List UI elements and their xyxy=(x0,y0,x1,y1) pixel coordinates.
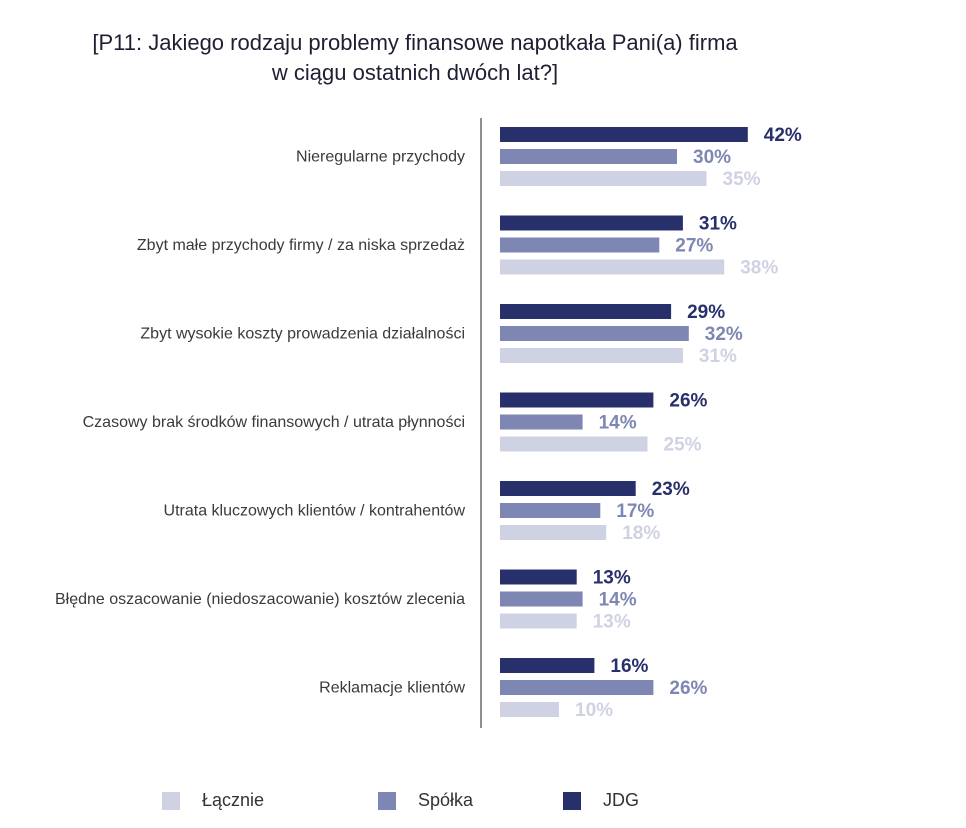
bar-łącznie xyxy=(500,171,707,186)
bar-jdg xyxy=(500,392,654,408)
legend-swatch xyxy=(378,791,396,810)
data-label: 10% xyxy=(575,700,613,721)
data-label: 26% xyxy=(669,391,707,412)
legend-label: Spółka xyxy=(418,790,474,810)
legend-swatch xyxy=(563,791,581,810)
data-label: 23% xyxy=(652,479,690,500)
bar-spółka xyxy=(500,414,583,430)
data-label: 31% xyxy=(699,346,737,367)
bar-jdg xyxy=(500,481,636,496)
data-label: 13% xyxy=(593,568,631,589)
data-label: 16% xyxy=(610,656,648,677)
bar-spółka xyxy=(500,503,601,518)
bar-łącznie xyxy=(500,259,725,275)
data-label: 17% xyxy=(616,501,654,522)
bar-spółka xyxy=(500,591,583,607)
data-label: 30% xyxy=(693,147,731,168)
bar-łącznie xyxy=(500,702,559,717)
data-label: 18% xyxy=(622,523,660,544)
chart-title-line-1: [P11: Jakiego rodzaju problemy finansowe… xyxy=(92,30,738,55)
legend-item: JDG xyxy=(563,790,639,811)
bar-łącznie xyxy=(500,348,683,363)
category-label: Utrata kluczowych klientów / kontrahentó… xyxy=(164,503,466,520)
data-label: 38% xyxy=(740,258,778,279)
data-label: 32% xyxy=(705,324,743,345)
bar-spółka xyxy=(500,237,660,253)
data-label: 29% xyxy=(687,302,725,323)
data-label: 14% xyxy=(599,413,637,434)
category-label: Zbyt wysokie koszty prowadzenia działaln… xyxy=(140,326,465,343)
category-label: Zbyt małe przychody firmy / za niska spr… xyxy=(137,237,465,254)
bar-spółka xyxy=(500,680,654,695)
data-label: 27% xyxy=(675,236,713,257)
bar-spółka xyxy=(500,326,689,341)
legend-label: JDG xyxy=(603,790,639,810)
data-label: 25% xyxy=(664,435,702,456)
legend-item: Spółka xyxy=(378,790,473,811)
category-label: Błędne oszacowanie (niedoszacowanie) kos… xyxy=(55,591,465,608)
bar-jdg xyxy=(500,215,683,231)
bar-chart: Nieregularne przychody 42% 30%35% Zbyt małe… xyxy=(55,118,802,728)
data-label: 35% xyxy=(723,169,761,190)
bar-spółka xyxy=(500,149,677,164)
data-label: 31% xyxy=(699,214,737,235)
legend-item: Łącznie xyxy=(162,790,264,811)
data-label: 14% xyxy=(599,590,637,611)
bar-jdg xyxy=(500,658,595,673)
legend-swatch xyxy=(162,791,180,810)
chart-title: [P11: Jakiego rodzaju problemy finansowe… xyxy=(0,28,830,88)
bar-łącznie xyxy=(500,525,607,540)
legend-label: Łącznie xyxy=(202,790,265,810)
bar-jdg xyxy=(500,304,672,319)
category-label: Czasowy brak środków finansowych / utrat… xyxy=(83,414,465,431)
legend: Łącznie Spółka JDG xyxy=(0,790,966,814)
data-label: 26% xyxy=(669,678,707,699)
data-label: 13% xyxy=(593,612,631,633)
category-label: Reklamacje klientów xyxy=(319,680,465,697)
bar-jdg xyxy=(500,569,577,585)
category-label: Nieregularne przychody xyxy=(296,149,465,166)
bar-łącznie xyxy=(500,613,577,629)
chart-title-line-2: w ciągu ostatnich dwóch lat?] xyxy=(271,60,559,85)
bar-jdg xyxy=(500,127,748,142)
data-label: 42% xyxy=(764,125,802,146)
bar-łącznie xyxy=(500,436,648,452)
